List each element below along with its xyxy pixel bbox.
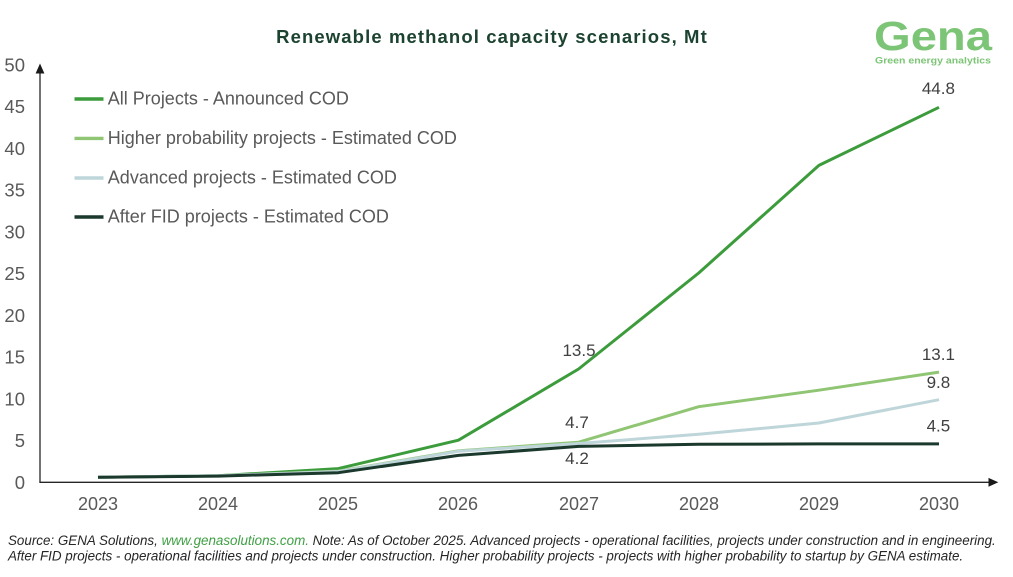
svg-text:2023: 2023 [78, 494, 118, 514]
svg-text:25: 25 [4, 263, 25, 284]
svg-text:After FID projects - Estimated: After FID projects - Estimated COD [108, 207, 389, 227]
svg-text:10: 10 [4, 389, 25, 410]
svg-text:All Projects - Announced COD: All Projects - Announced COD [108, 89, 349, 109]
svg-text:44.8: 44.8 [922, 79, 955, 98]
svg-text:Green energy analytics: Green energy analytics [875, 56, 991, 66]
svg-text:2024: 2024 [198, 494, 238, 514]
svg-text:4.5: 4.5 [927, 417, 951, 436]
svg-text:Renewable methanol capacity sc: Renewable methanol capacity scenarios, M… [276, 26, 708, 47]
svg-text:5: 5 [15, 430, 25, 451]
svg-text:15: 15 [4, 347, 25, 368]
svg-text:Higher probability projects -: Higher probability projects - Estimated … [108, 128, 457, 148]
svg-text:4.7: 4.7 [565, 413, 589, 432]
svg-text:After FID projects - operation: After FID projects - operational facilit… [7, 549, 963, 564]
svg-text:2029: 2029 [799, 494, 839, 514]
svg-text:4.2: 4.2 [565, 449, 589, 468]
svg-text:13.5: 13.5 [562, 341, 595, 360]
svg-text:50: 50 [4, 54, 25, 75]
svg-text:2028: 2028 [679, 494, 719, 514]
svg-text:2030: 2030 [919, 494, 959, 514]
svg-text:2025: 2025 [318, 494, 358, 514]
svg-text:Gena: Gena [874, 13, 993, 59]
svg-text:Source: GENA Solutions, www.ge: Source: GENA Solutions, www.genasolution… [8, 533, 996, 548]
svg-text:13.1: 13.1 [922, 345, 955, 364]
svg-text:30: 30 [4, 221, 25, 242]
svg-text:20: 20 [4, 305, 25, 326]
svg-text:2026: 2026 [438, 494, 478, 514]
svg-text:2027: 2027 [559, 494, 599, 514]
svg-text:Advanced projects - Estimated: Advanced projects - Estimated COD [108, 168, 397, 188]
svg-text:35: 35 [4, 180, 25, 201]
svg-text:9.8: 9.8 [927, 373, 951, 392]
svg-text:0: 0 [15, 472, 25, 493]
svg-text:40: 40 [4, 138, 25, 159]
svg-text:45: 45 [4, 96, 25, 117]
